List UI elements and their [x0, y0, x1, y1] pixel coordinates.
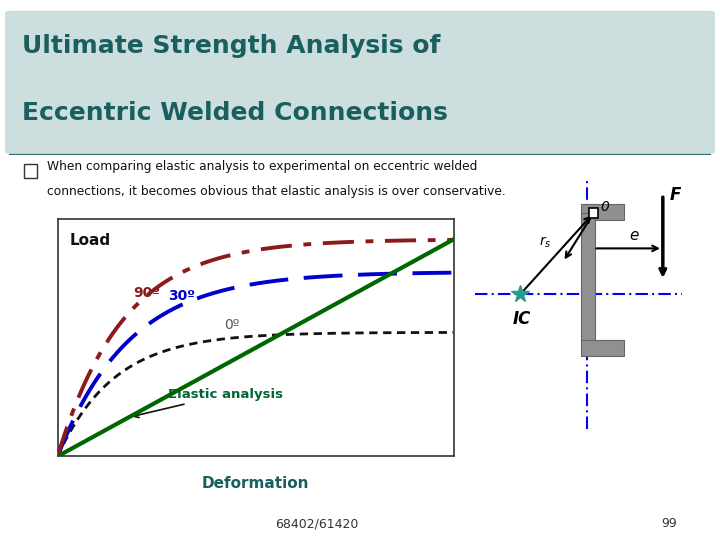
Text: 0º: 0º: [224, 318, 239, 332]
Bar: [24, 164, 37, 178]
Text: e: e: [629, 228, 639, 244]
Text: 0: 0: [600, 200, 608, 214]
Text: Load: Load: [69, 233, 111, 248]
Bar: [589, 208, 598, 218]
Bar: [581, 204, 624, 220]
Text: Ultimate Strength Analysis of: Ultimate Strength Analysis of: [22, 34, 440, 58]
Text: When comparing elastic analysis to experimental on eccentric welded: When comparing elastic analysis to exper…: [48, 160, 477, 173]
Bar: [581, 213, 595, 340]
Text: $r_s$: $r_s$: [539, 235, 552, 250]
Text: 68402/61420: 68402/61420: [275, 517, 359, 530]
Text: Deformation: Deformation: [202, 476, 310, 491]
Text: 90º: 90º: [133, 286, 160, 300]
Text: F: F: [670, 186, 681, 204]
Text: Eccentric Welded Connections: Eccentric Welded Connections: [22, 102, 447, 125]
Text: 99: 99: [662, 517, 678, 530]
Text: 30º: 30º: [168, 289, 196, 303]
Text: IC: IC: [513, 310, 531, 328]
Bar: [581, 340, 624, 356]
Text: Elastic analysis: Elastic analysis: [133, 388, 284, 417]
Text: connections, it becomes obvious that elastic analysis is over conservative.: connections, it becomes obvious that ela…: [48, 185, 506, 198]
